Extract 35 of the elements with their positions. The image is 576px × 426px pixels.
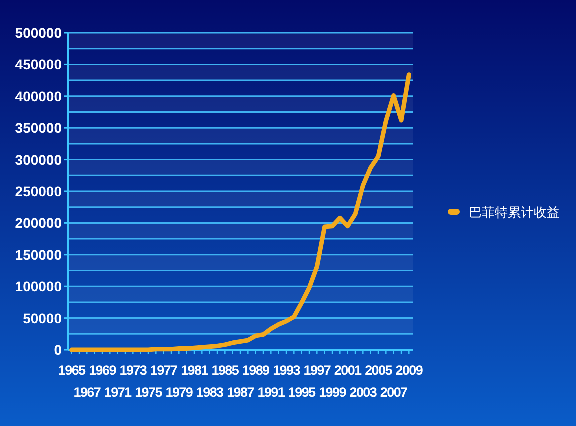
x-tick-label: 1993 (273, 363, 302, 378)
x-tick-label: 2005 (365, 363, 394, 378)
x-tick-label: 1979 (166, 385, 193, 400)
x-tick-label: 1983 (196, 385, 225, 400)
x-tick-label: 1991 (258, 385, 286, 400)
x-tick-label: 1975 (135, 385, 164, 400)
y-tick-label: 350000 (15, 120, 62, 136)
x-tick-label: 1985 (212, 363, 240, 378)
legend-label: 巴菲特累计收益 (469, 205, 560, 220)
y-tick-label: 0 (54, 342, 62, 358)
y-tick-label: 100000 (15, 278, 62, 295)
y-tick-label: 300000 (15, 152, 62, 168)
x-tick-label: 2001 (334, 363, 363, 378)
x-tick-label: 1965 (58, 363, 87, 378)
y-tick-label: 400000 (15, 88, 62, 104)
x-tick-label: 1967 (74, 385, 101, 400)
x-tick-label: 1981 (181, 363, 210, 378)
x-tick-label: 1973 (120, 363, 148, 378)
x-tick-label: 1987 (227, 385, 254, 400)
y-tick-label: 250000 (15, 184, 62, 200)
y-tick-label: 500000 (15, 25, 62, 41)
x-tick-label: 1989 (242, 363, 270, 378)
x-tick-label: 1969 (89, 363, 116, 378)
x-tick-label: 1997 (304, 363, 331, 378)
y-tick-label: 150000 (15, 246, 62, 263)
x-tick-label: 2009 (396, 363, 423, 378)
x-tick-label: 1971 (104, 385, 133, 400)
x-tick-label: 1977 (150, 363, 178, 378)
y-tick-label: 450000 (15, 56, 62, 73)
x-tick-label: 2003 (350, 385, 378, 400)
y-tick-label: 50000 (23, 310, 62, 326)
x-tick-label: 1995 (288, 385, 317, 400)
x-tick-label: 1999 (319, 385, 346, 400)
y-tick-label: 200000 (15, 215, 62, 232)
x-tick-label: 2007 (380, 385, 408, 400)
